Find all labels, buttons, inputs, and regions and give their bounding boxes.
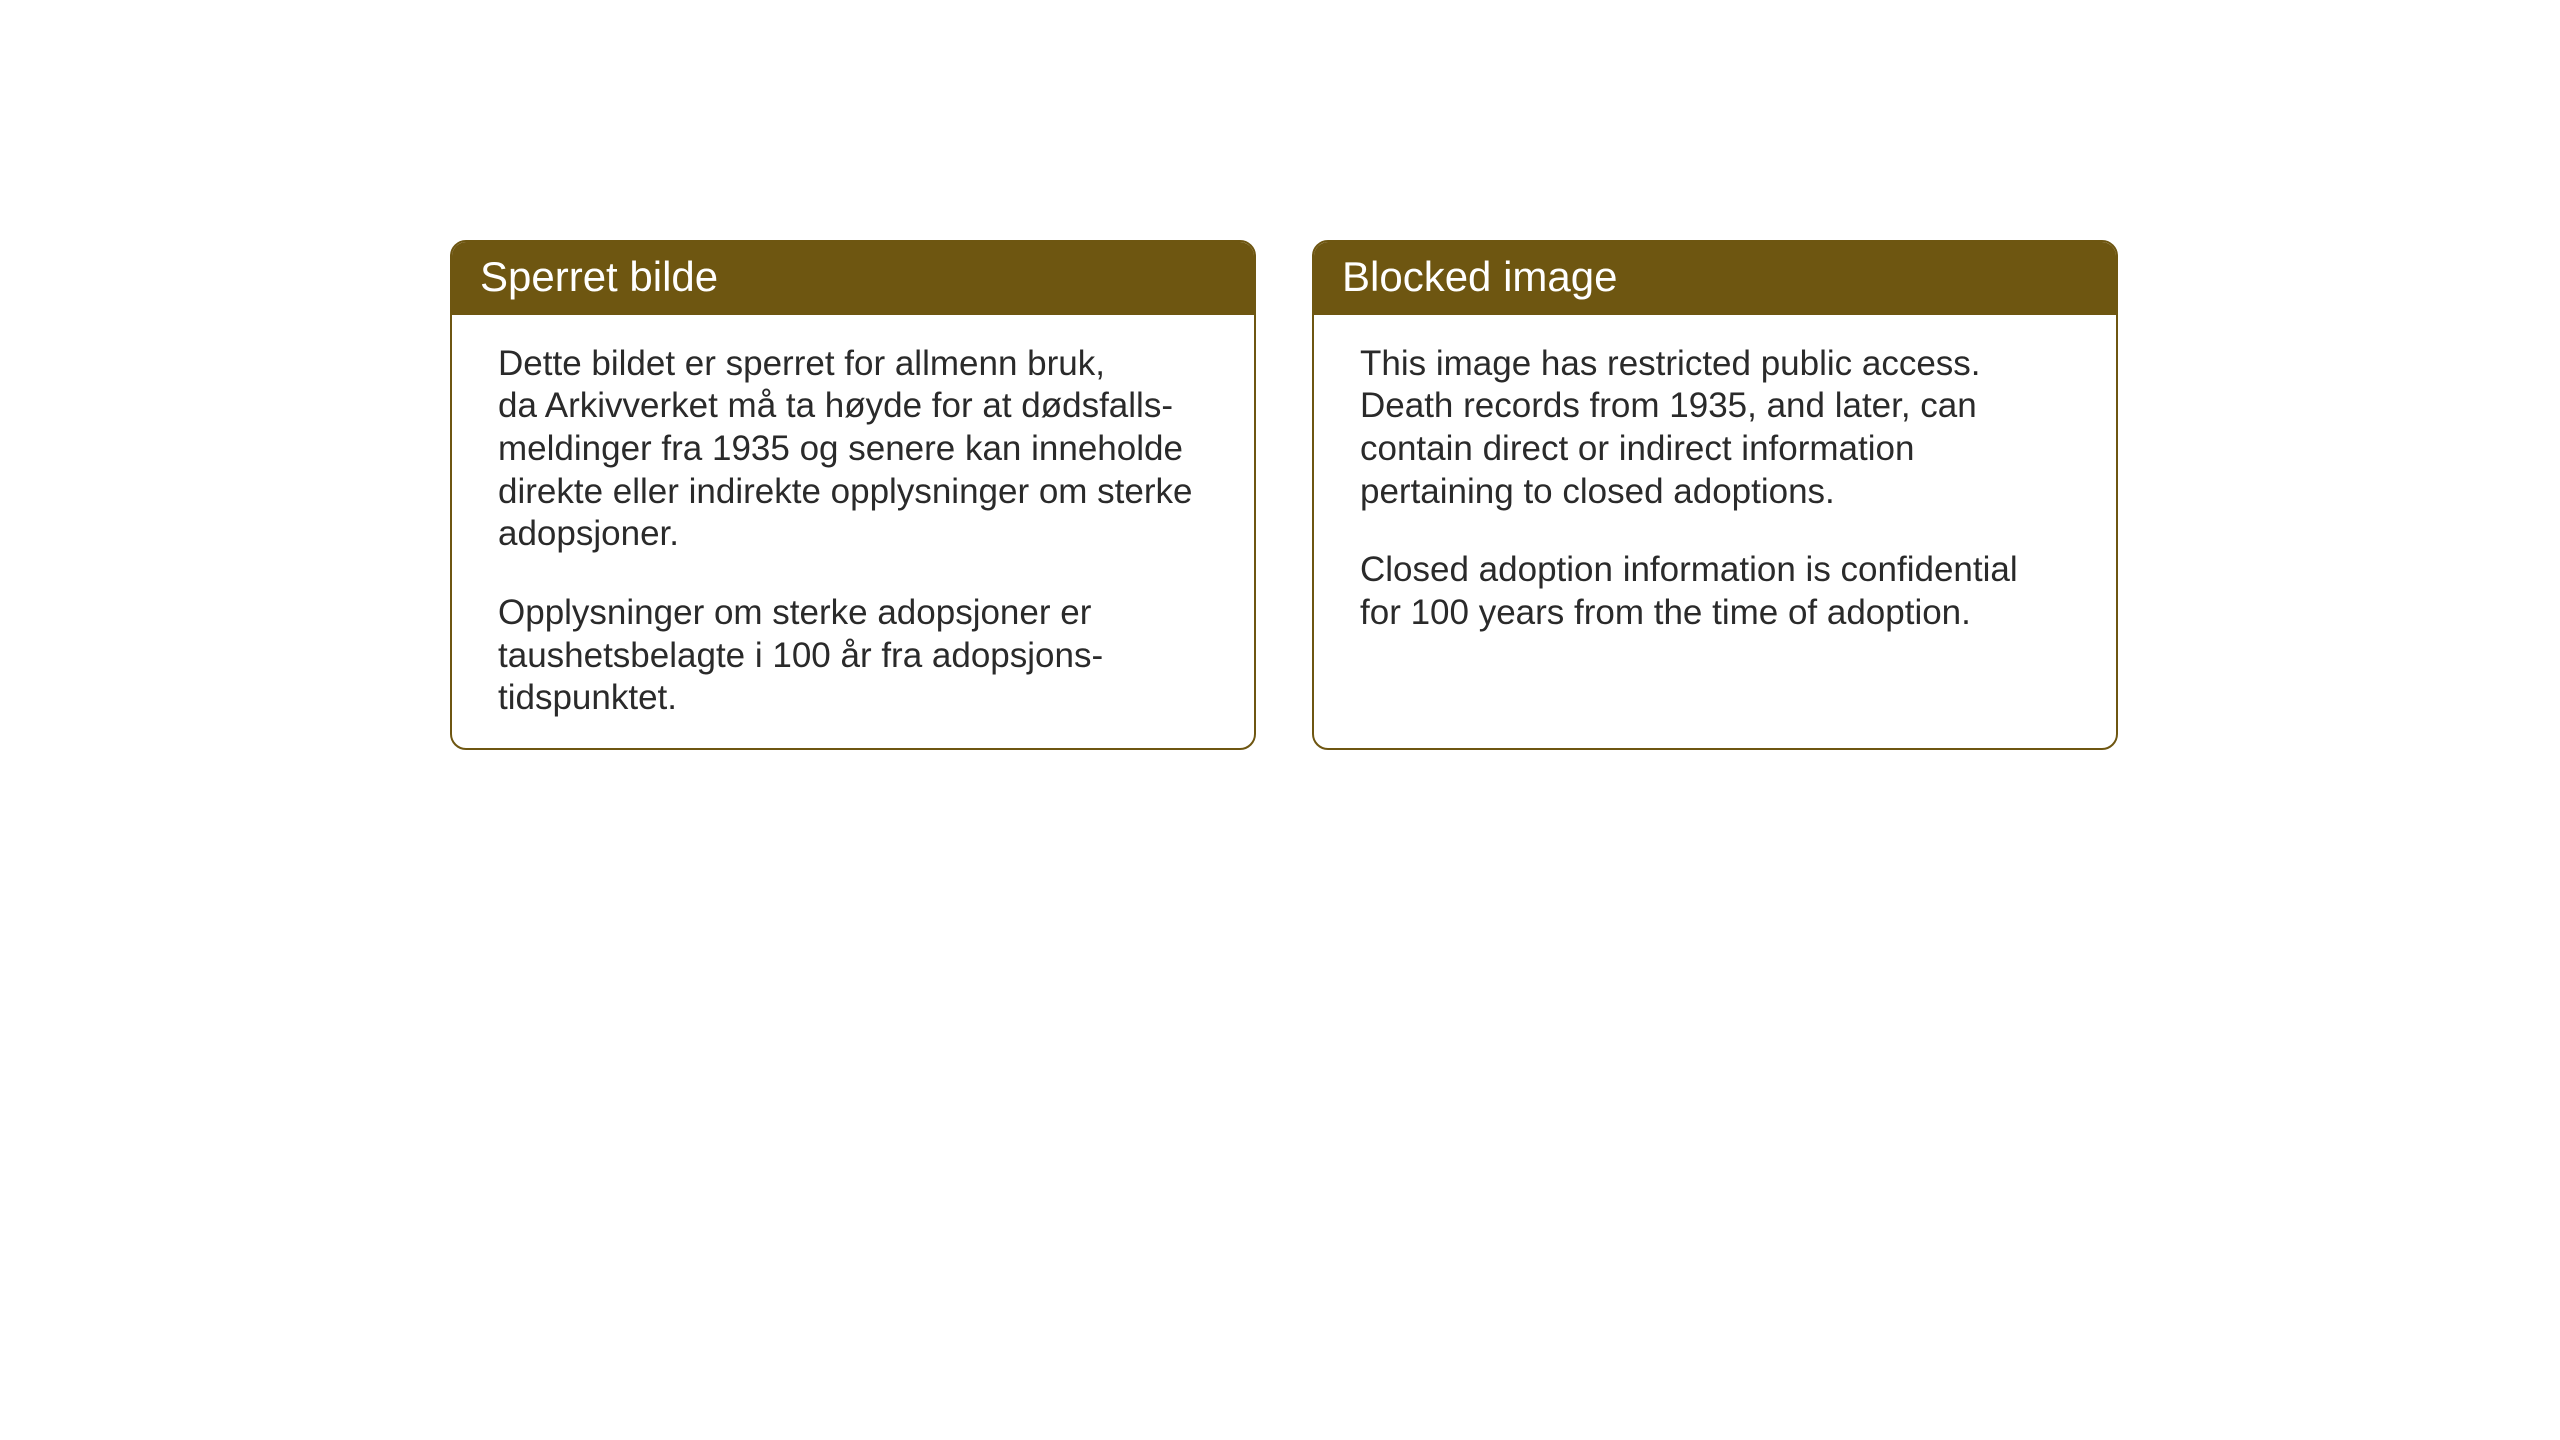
- panel-body-norwegian: Dette bildet er sperret for allmenn bruk…: [452, 315, 1254, 750]
- notice-container: Sperret bilde Dette bildet er sperret fo…: [450, 240, 2118, 750]
- panel-header-norwegian: Sperret bilde: [452, 242, 1254, 315]
- panel-body-english: This image has restricted public access.…: [1314, 315, 2116, 671]
- norwegian-paragraph-1: Dette bildet er sperret for allmenn bruk…: [498, 343, 1208, 556]
- panel-header-english: Blocked image: [1314, 242, 2116, 315]
- english-paragraph-2: Closed adoption information is confident…: [1360, 549, 2070, 634]
- norwegian-paragraph-2: Opplysninger om sterke adopsjoner ertaus…: [498, 592, 1208, 720]
- english-paragraph-1: This image has restricted public access.…: [1360, 343, 2070, 514]
- panel-norwegian: Sperret bilde Dette bildet er sperret fo…: [450, 240, 1256, 750]
- panel-english: Blocked image This image has restricted …: [1312, 240, 2118, 750]
